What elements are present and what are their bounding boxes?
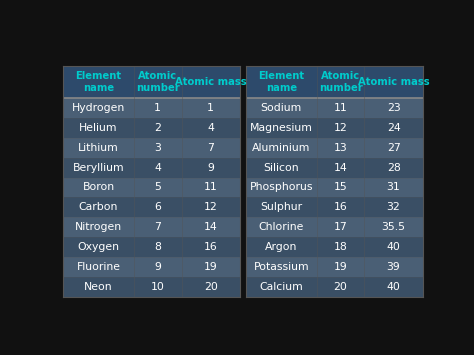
Text: 11: 11 [334, 103, 347, 113]
Text: 23: 23 [387, 103, 401, 113]
Text: 39: 39 [387, 262, 401, 272]
Bar [63, 277, 240, 297]
Text: 16: 16 [334, 202, 347, 212]
Text: 4: 4 [207, 123, 214, 133]
Text: 2: 2 [154, 123, 161, 133]
Text: 16: 16 [204, 242, 218, 252]
Text: 4: 4 [154, 163, 161, 173]
Text: 8: 8 [154, 242, 161, 252]
Bar [63, 178, 240, 197]
Text: 32: 32 [387, 202, 401, 212]
Text: 35.5: 35.5 [382, 222, 406, 232]
Text: 15: 15 [334, 182, 347, 192]
Text: Boron: Boron [82, 182, 115, 192]
Text: Nitrogen: Nitrogen [75, 222, 122, 232]
Text: Sodium: Sodium [261, 103, 302, 113]
Text: Hydrogen: Hydrogen [72, 103, 125, 113]
Text: Atomic
number: Atomic number [319, 71, 363, 93]
Text: 19: 19 [334, 262, 347, 272]
Bar [246, 98, 423, 118]
Text: Lithium: Lithium [78, 143, 119, 153]
Bar [63, 98, 240, 118]
Text: 7: 7 [207, 143, 214, 153]
Text: 14: 14 [204, 222, 218, 232]
Text: 27: 27 [387, 143, 401, 153]
Bar [63, 66, 240, 98]
Text: 1: 1 [154, 103, 161, 113]
Text: 17: 17 [334, 222, 347, 232]
Bar [246, 197, 423, 217]
Bar [63, 118, 240, 138]
Text: 40: 40 [387, 282, 401, 292]
Text: Phosphorus: Phosphorus [250, 182, 313, 192]
Text: 7: 7 [154, 222, 161, 232]
Text: Argon: Argon [265, 242, 298, 252]
Bar [246, 66, 423, 98]
Bar [246, 217, 423, 237]
Text: 40: 40 [387, 242, 401, 252]
Text: Carbon: Carbon [79, 202, 118, 212]
Text: 10: 10 [151, 282, 164, 292]
Text: 9: 9 [207, 163, 214, 173]
Text: 28: 28 [387, 163, 401, 173]
Text: 1: 1 [207, 103, 214, 113]
Text: Atomic mass: Atomic mass [358, 77, 429, 87]
Text: 5: 5 [154, 182, 161, 192]
Text: Helium: Helium [79, 123, 118, 133]
Bar [246, 158, 423, 178]
Bar [63, 237, 240, 257]
Bar [63, 257, 240, 277]
Text: Beryllium: Beryllium [73, 163, 124, 173]
Text: 18: 18 [334, 242, 347, 252]
Text: 20: 20 [204, 282, 218, 292]
Text: Magnesium: Magnesium [250, 123, 313, 133]
Text: 11: 11 [204, 182, 218, 192]
Bar [246, 257, 423, 277]
Text: 19: 19 [204, 262, 218, 272]
Text: Sulphur: Sulphur [260, 202, 302, 212]
Text: 13: 13 [334, 143, 347, 153]
Text: Element
name: Element name [258, 71, 304, 93]
Text: Chlorine: Chlorine [259, 222, 304, 232]
Text: 6: 6 [154, 202, 161, 212]
Bar [63, 197, 240, 217]
Text: Silicon: Silicon [264, 163, 299, 173]
Text: Oxygen: Oxygen [77, 242, 119, 252]
Text: Fluorine: Fluorine [76, 262, 120, 272]
Bar [246, 118, 423, 138]
Bar [246, 237, 423, 257]
Text: Aluminium: Aluminium [252, 143, 310, 153]
Text: Neon: Neon [84, 282, 113, 292]
Text: 31: 31 [387, 182, 401, 192]
Bar [63, 158, 240, 178]
Text: Calcium: Calcium [259, 282, 303, 292]
Text: Potassium: Potassium [254, 262, 309, 272]
Text: 14: 14 [334, 163, 347, 173]
Text: 20: 20 [334, 282, 347, 292]
Text: 12: 12 [334, 123, 347, 133]
Text: Atomic mass: Atomic mass [175, 77, 246, 87]
Text: Atomic
number: Atomic number [136, 71, 180, 93]
Bar [246, 277, 423, 297]
Text: 9: 9 [154, 262, 161, 272]
Text: 24: 24 [387, 123, 401, 133]
Text: 12: 12 [204, 202, 218, 212]
Bar [63, 217, 240, 237]
Bar [63, 138, 240, 158]
Text: 3: 3 [154, 143, 161, 153]
Bar [246, 138, 423, 158]
Bar [246, 178, 423, 197]
Text: Element
name: Element name [75, 71, 121, 93]
